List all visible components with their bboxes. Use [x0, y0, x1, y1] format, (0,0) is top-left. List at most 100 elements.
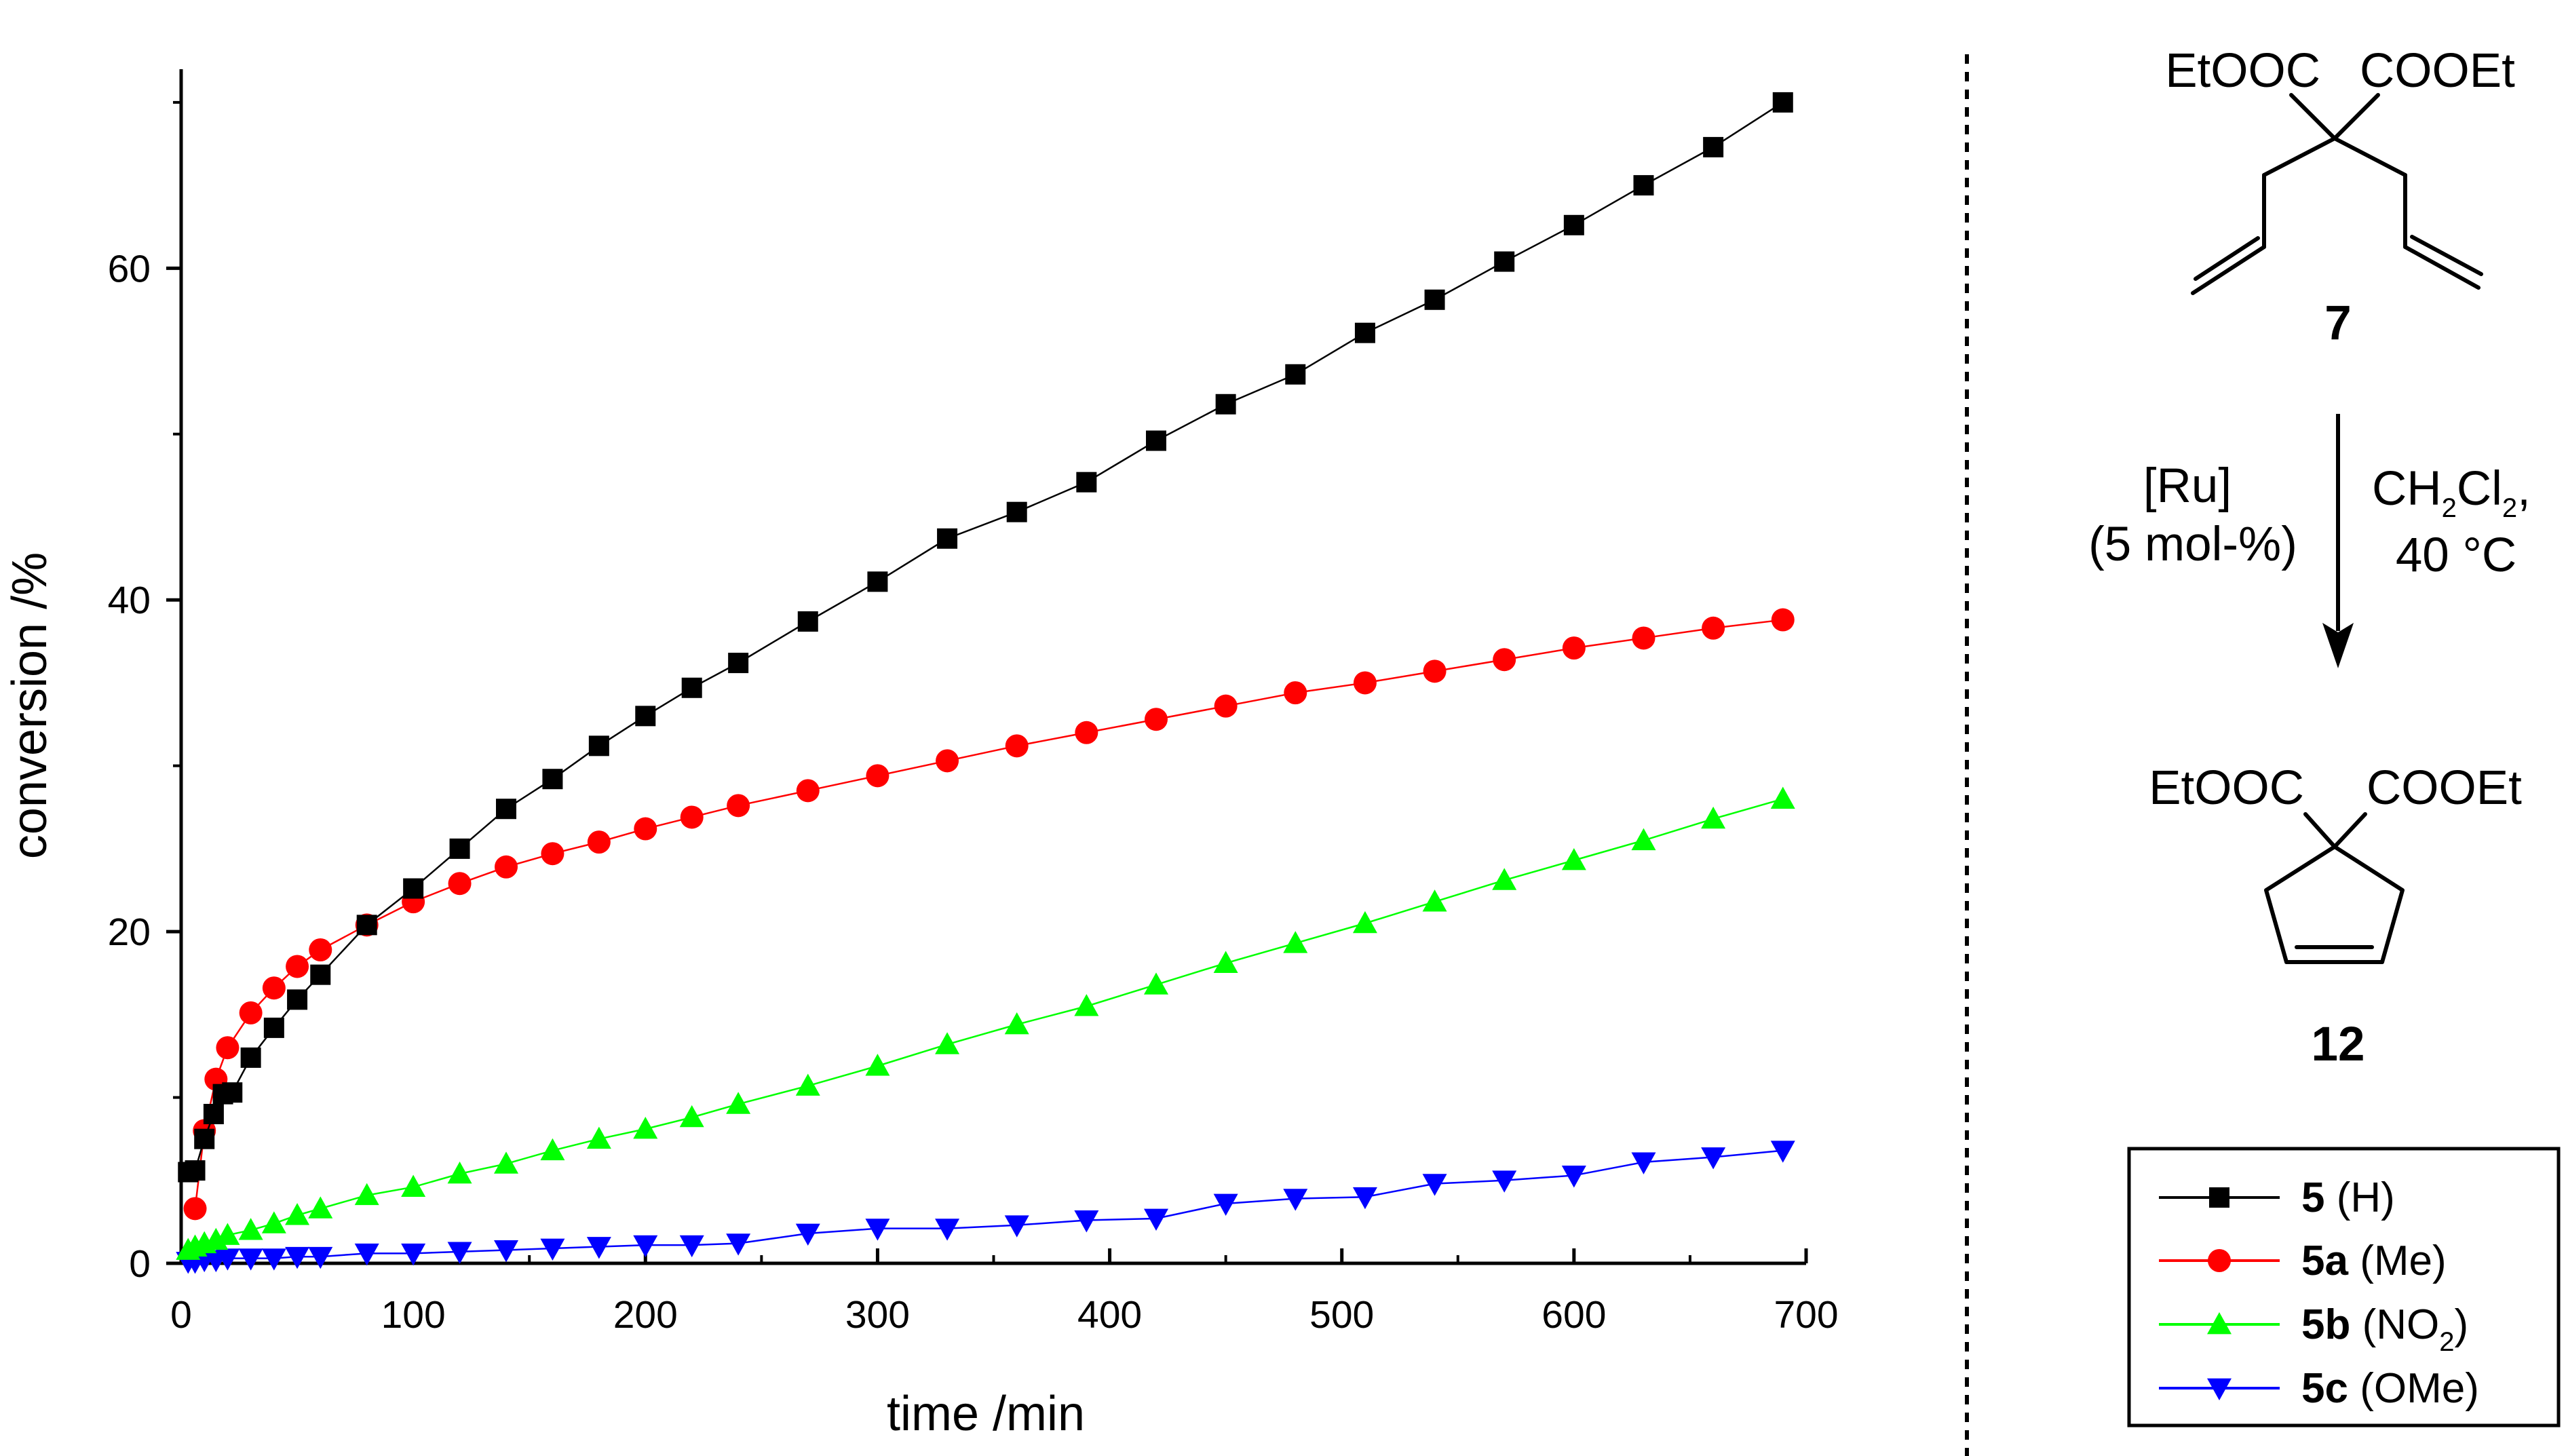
data-point: [633, 1235, 658, 1258]
y-tick-label: 20: [108, 911, 151, 954]
data-point: [194, 1128, 215, 1149]
data-point: [216, 1036, 240, 1060]
data-point: [1563, 214, 1584, 235]
data-point: [1632, 626, 1655, 650]
data-point: [447, 1242, 472, 1264]
data-point: [1285, 364, 1306, 385]
data-point: [1353, 671, 1377, 695]
data-point: [937, 528, 958, 549]
data-point: [1633, 175, 1654, 196]
data-point: [1352, 1187, 1377, 1210]
product-right-ester: COOEt: [2367, 761, 2522, 815]
chart-series-layer: [176, 92, 1795, 1274]
chart-axes: [179, 69, 1806, 1265]
data-point: [239, 1001, 263, 1024]
legend-box: [2127, 1147, 2561, 1428]
data-point: [541, 842, 564, 866]
data-point: [935, 1032, 960, 1054]
data-point: [308, 1246, 333, 1269]
data-point: [285, 1203, 310, 1225]
reactant-label: 7: [2324, 296, 2352, 350]
series-line: [188, 1149, 1783, 1263]
data-point: [1283, 1189, 1308, 1211]
legend-item: 5c (OMe): [2159, 1365, 2479, 1412]
y-tick-label: 0: [129, 1242, 151, 1286]
legend-item: 5a (Me): [2159, 1238, 2447, 1284]
data-point: [1702, 616, 1725, 640]
data-point: [215, 1223, 240, 1245]
data-point: [1076, 472, 1097, 493]
data-point: [287, 989, 308, 1010]
legend-label: 5 (H): [2301, 1174, 2395, 1221]
data-point: [936, 749, 959, 773]
data-point: [1424, 289, 1445, 310]
series-0: [178, 92, 1793, 1183]
data-point: [1423, 659, 1447, 683]
data-point: [865, 1219, 890, 1241]
data-point: [1214, 694, 1238, 718]
data-point: [1703, 136, 1724, 157]
data-point: [728, 653, 749, 674]
chart-ticks: 0 100 200 300 400 500 600 700 0 20 40 60: [108, 100, 1839, 1337]
data-point: [795, 1223, 820, 1246]
reactant-right-ester: COOEt: [2360, 44, 2515, 98]
data-point: [1770, 1141, 1795, 1163]
data-point: [285, 1246, 310, 1269]
data-point: [1772, 92, 1793, 113]
data-point: [309, 938, 332, 961]
data-point: [797, 611, 818, 632]
data-point: [633, 1117, 658, 1139]
x-tick-label: 400: [1077, 1293, 1142, 1337]
chart-legend: 5 (H) 5a (Me) 5b (NO2) 5c (OMe): [2127, 1147, 2561, 1428]
data-point: [354, 1243, 379, 1266]
data-point: [1005, 734, 1029, 758]
data-point: [866, 764, 889, 788]
solvent-label: CH2Cl2,: [2372, 462, 2531, 523]
data-point: [447, 1162, 472, 1184]
data-point: [1283, 931, 1308, 953]
x-axis-title: time /min: [887, 1387, 1085, 1441]
y-tick-label: 60: [108, 247, 151, 290]
data-point: [354, 1183, 379, 1206]
data-point: [238, 1218, 263, 1240]
series-line: [194, 619, 1783, 1209]
data-point: [727, 794, 750, 818]
temperature-label: 40 °C: [2396, 529, 2516, 582]
legend-marker: [2208, 1249, 2231, 1272]
data-point: [540, 1138, 565, 1161]
data-point: [403, 878, 424, 899]
data-point: [448, 872, 472, 896]
data-point: [1075, 721, 1098, 744]
data-point: [1422, 1174, 1447, 1196]
data-point: [494, 1240, 518, 1263]
product-label: 12: [2312, 1018, 2365, 1071]
data-point: [1562, 636, 1586, 660]
catalyst-label: [Ru]: [2143, 459, 2232, 513]
product-12-structure: [2264, 812, 2405, 964]
x-tick-label: 200: [613, 1293, 678, 1337]
data-point: [183, 1197, 207, 1221]
data-point: [1494, 251, 1515, 272]
data-point: [203, 1104, 224, 1124]
data-point: [1631, 1152, 1656, 1174]
data-point: [1493, 648, 1516, 672]
data-point: [263, 1017, 284, 1038]
data-point: [1144, 972, 1168, 995]
data-point: [1561, 848, 1586, 870]
data-point: [1354, 322, 1375, 343]
data-point: [261, 1211, 286, 1233]
x-tick-label: 600: [1541, 1293, 1606, 1337]
data-point: [681, 677, 702, 698]
data-point: [542, 769, 563, 790]
data-point: [1215, 394, 1236, 415]
data-point: [240, 1047, 261, 1068]
data-point: [540, 1238, 565, 1261]
data-point: [308, 1196, 333, 1219]
data-point: [680, 805, 704, 829]
data-point: [262, 976, 286, 1000]
series-line: [187, 101, 1784, 1173]
data-point: [1492, 1170, 1517, 1193]
legend-marker: [2209, 1187, 2229, 1208]
series-2: [176, 786, 1795, 1260]
